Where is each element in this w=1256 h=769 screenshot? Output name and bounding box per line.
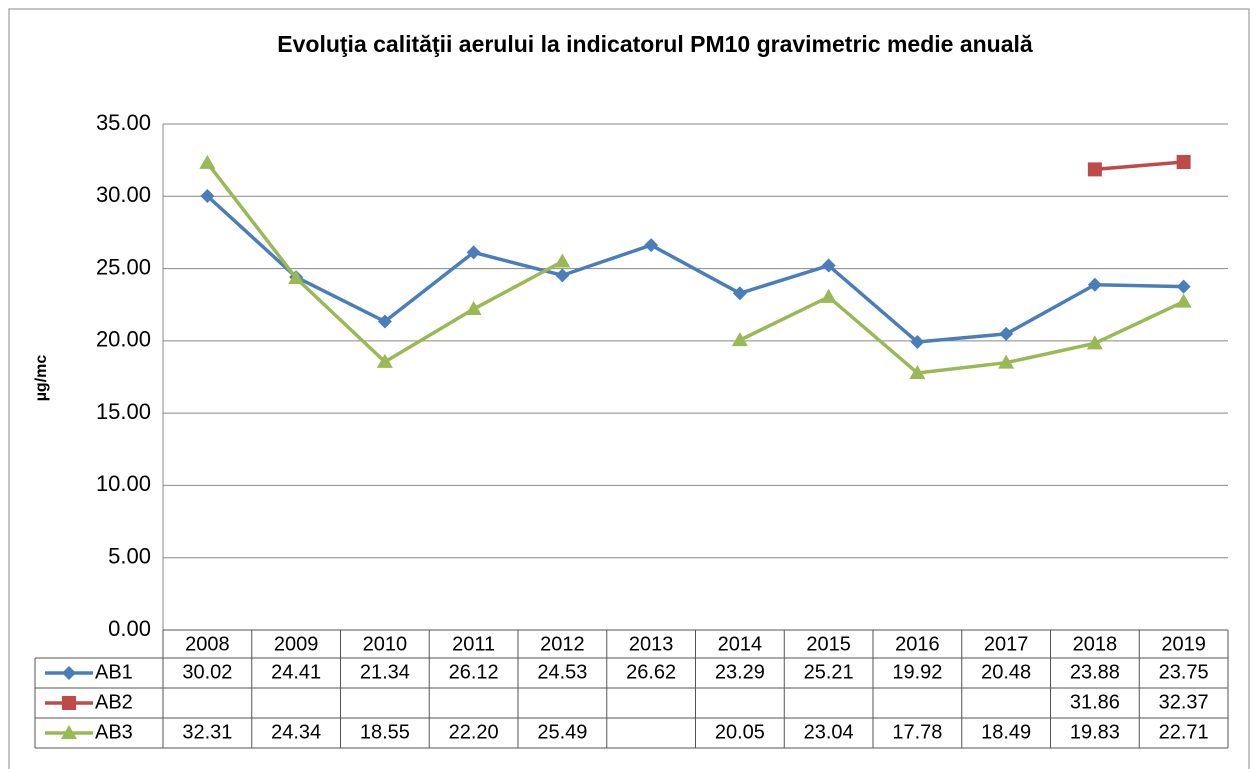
x-tick-label: 2017: [984, 633, 1029, 655]
y-tick-label: 20.00: [96, 327, 151, 352]
table-value: 26.12: [449, 661, 499, 683]
table-value: 26.62: [626, 661, 676, 683]
table-value: 18.55: [360, 721, 410, 743]
data-point: [732, 286, 747, 301]
x-tick-label: 2018: [1073, 633, 1118, 655]
table-value: 25.49: [537, 721, 587, 743]
table-value: 32.37: [1159, 691, 1209, 713]
table-value: 17.78: [892, 721, 942, 743]
table-value: 20.05: [715, 721, 765, 743]
data-point: [644, 238, 659, 253]
legend-marker: [62, 696, 76, 710]
data-point: [199, 154, 216, 169]
data-point: [200, 188, 215, 203]
x-tick-label: 2011: [452, 633, 495, 655]
data-point: [555, 268, 570, 283]
table-value: 21.34: [360, 661, 410, 683]
x-tick-label: 2008: [185, 633, 230, 655]
x-tick-label: 2010: [363, 633, 408, 655]
table-value: 24.34: [271, 721, 321, 743]
data-point: [1176, 279, 1191, 294]
data-point: [554, 253, 571, 268]
data-point: [1176, 155, 1191, 170]
table-value: 19.83: [1070, 721, 1120, 743]
legend-marker: [61, 725, 77, 739]
series-line: [206, 194, 1184, 344]
data-point: [1087, 277, 1102, 292]
table-value: 22.71: [1159, 721, 1209, 743]
series-line: [1094, 160, 1184, 172]
data-point: [821, 258, 836, 273]
data-point: [376, 353, 393, 368]
y-tick-label: 35.00: [96, 110, 151, 135]
data-point: [466, 245, 481, 260]
table-value: 18.49: [981, 721, 1031, 743]
data-point: [909, 364, 926, 379]
table-value: 23.88: [1070, 661, 1120, 683]
table-value: 19.92: [892, 661, 942, 683]
table-value: 25.21: [804, 661, 854, 683]
y-tick-label: 10.00: [96, 471, 151, 496]
x-tick-label: 2016: [895, 633, 940, 655]
table-value: 24.41: [271, 661, 321, 683]
y-tick-label: 0.00: [108, 616, 151, 641]
table-value: 31.86: [1070, 691, 1120, 713]
x-tick-label: 2013: [629, 633, 674, 655]
table-value: 20.48: [981, 661, 1031, 683]
legend-label: AB2: [95, 691, 133, 713]
x-tick-label: 2014: [718, 633, 763, 655]
data-point: [999, 326, 1014, 341]
y-axis-label: µg/mc: [33, 355, 50, 402]
data-point: [288, 270, 305, 285]
x-tick-label: 2015: [806, 633, 851, 655]
data-point: [998, 354, 1015, 369]
x-tick-label: 2012: [540, 633, 585, 655]
data-point: [377, 314, 392, 329]
table-value: 30.02: [182, 661, 232, 683]
legend-label: AB1: [95, 661, 133, 683]
data-point: [820, 288, 837, 303]
legend-marker: [62, 666, 76, 680]
y-tick-label: 25.00: [96, 254, 151, 279]
data-point: [1175, 293, 1192, 308]
data-point: [731, 332, 748, 347]
chart-title: Evoluţia calităţii aerului la indicatoru…: [277, 31, 1033, 57]
data-point: [1086, 335, 1103, 350]
y-tick-label: 30.00: [96, 182, 151, 207]
table-value: 24.53: [537, 661, 587, 683]
table-value: 23.75: [1159, 661, 1209, 683]
table-value: 22.20: [449, 721, 499, 743]
x-tick-label: 2009: [274, 633, 319, 655]
table-value: 23.29: [715, 661, 765, 683]
data-point: [910, 335, 925, 350]
y-tick-label: 15.00: [96, 399, 151, 424]
table-value: 23.04: [804, 721, 854, 743]
table-value: 32.31: [182, 721, 232, 743]
y-tick-label: 5.00: [108, 544, 151, 569]
data-point: [1087, 162, 1102, 177]
data-point: [465, 301, 482, 316]
legend-label: AB3: [95, 721, 133, 743]
x-tick-label: 2019: [1161, 633, 1206, 655]
chart-border: [8, 8, 1250, 769]
